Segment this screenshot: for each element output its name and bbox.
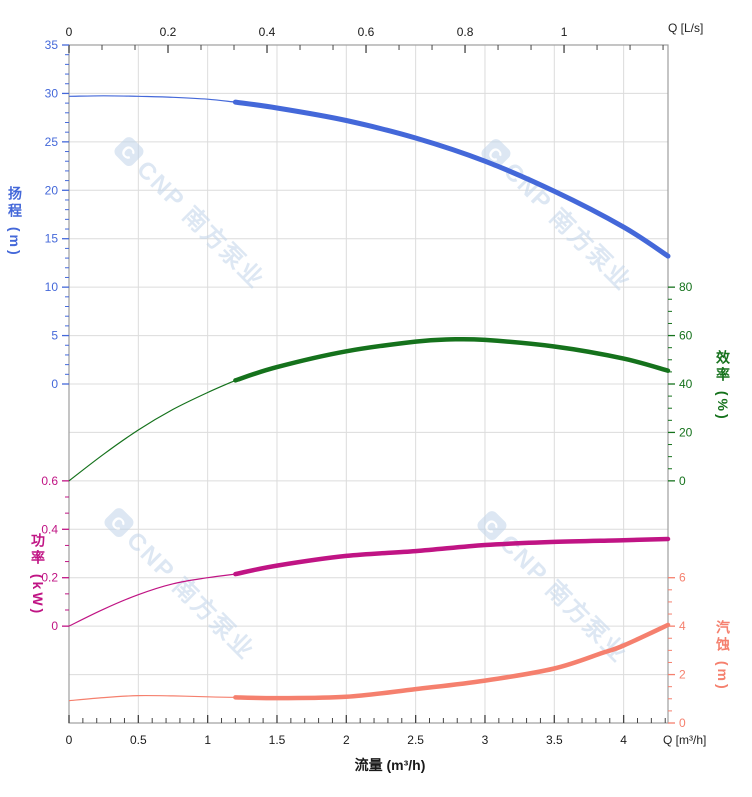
svg-text:CNP 南方泵业: CNP 南方泵业 [131, 155, 270, 294]
svg-text:1: 1 [204, 733, 211, 747]
npsh-axis: 6 4 2 0 [668, 571, 686, 730]
head-curve [68, 95, 671, 259]
svg-text:0.5: 0.5 [130, 733, 147, 747]
svg-text:6: 6 [679, 571, 686, 585]
svg-text:0.4: 0.4 [259, 25, 276, 39]
svg-text:0.2: 0.2 [160, 25, 177, 39]
npsh-curve-main [233, 622, 671, 701]
power-curve [68, 536, 671, 627]
svg-text:1: 1 [561, 25, 568, 39]
svg-text:0: 0 [66, 733, 73, 747]
efficiency-axis: 80 60 40 20 0 [668, 280, 693, 488]
svg-text:0.6: 0.6 [358, 25, 375, 39]
svg-text:0: 0 [66, 25, 73, 39]
efficiency-curve-main [233, 336, 671, 383]
svg-text:0: 0 [679, 716, 686, 730]
svg-text:80: 80 [679, 280, 693, 294]
head-curve-lead [68, 95, 236, 103]
svg-text:3: 3 [482, 733, 489, 747]
grid [69, 45, 668, 723]
svg-text:0.6: 0.6 [41, 474, 58, 488]
svg-text:2.5: 2.5 [407, 733, 424, 747]
svg-text:20: 20 [679, 425, 693, 439]
svg-text:10: 10 [45, 280, 59, 294]
svg-text:1.5: 1.5 [269, 733, 286, 747]
svg-text:3.5: 3.5 [546, 733, 563, 747]
power-axis: 0.6 0.4 0.2 0 [41, 474, 69, 633]
bottom-axis: 0 0.5 1 1.5 2 2.5 3 3.5 4 [66, 715, 666, 747]
svg-text:30: 30 [45, 86, 59, 100]
npsh-curve-lead [68, 694, 236, 702]
efficiency-curve [68, 336, 671, 482]
npsh-curve [68, 622, 671, 702]
svg-text:4: 4 [679, 619, 686, 633]
svg-text:20: 20 [45, 183, 59, 197]
svg-text:0.4: 0.4 [41, 522, 58, 536]
svg-text:40: 40 [679, 377, 693, 391]
power-curve-main [233, 536, 671, 577]
svg-text:0: 0 [51, 377, 58, 391]
svg-text:4: 4 [620, 733, 627, 747]
svg-text:2: 2 [679, 668, 686, 682]
svg-text:0: 0 [51, 619, 58, 633]
svg-text:0: 0 [679, 474, 686, 488]
svg-text:CNP 南方泵业: CNP 南方泵业 [498, 157, 637, 296]
svg-text:25: 25 [45, 135, 59, 149]
top-axis: 0 0.2 0.4 0.6 0.8 1 [66, 25, 664, 53]
svg-text:CNP 南方泵业: CNP 南方泵业 [121, 526, 260, 665]
svg-text:0.8: 0.8 [457, 25, 474, 39]
power-curve-lead [68, 573, 236, 627]
head-axis: 35 30 25 20 15 10 5 0 [45, 38, 69, 391]
svg-text:5: 5 [51, 329, 58, 343]
svg-text:0.2: 0.2 [41, 571, 58, 585]
efficiency-curve-lead [68, 379, 236, 482]
svg-text:2: 2 [343, 733, 350, 747]
svg-text:35: 35 [45, 38, 59, 52]
svg-text:15: 15 [45, 232, 59, 246]
svg-text:60: 60 [679, 329, 693, 343]
head-curve-main [232, 99, 671, 259]
